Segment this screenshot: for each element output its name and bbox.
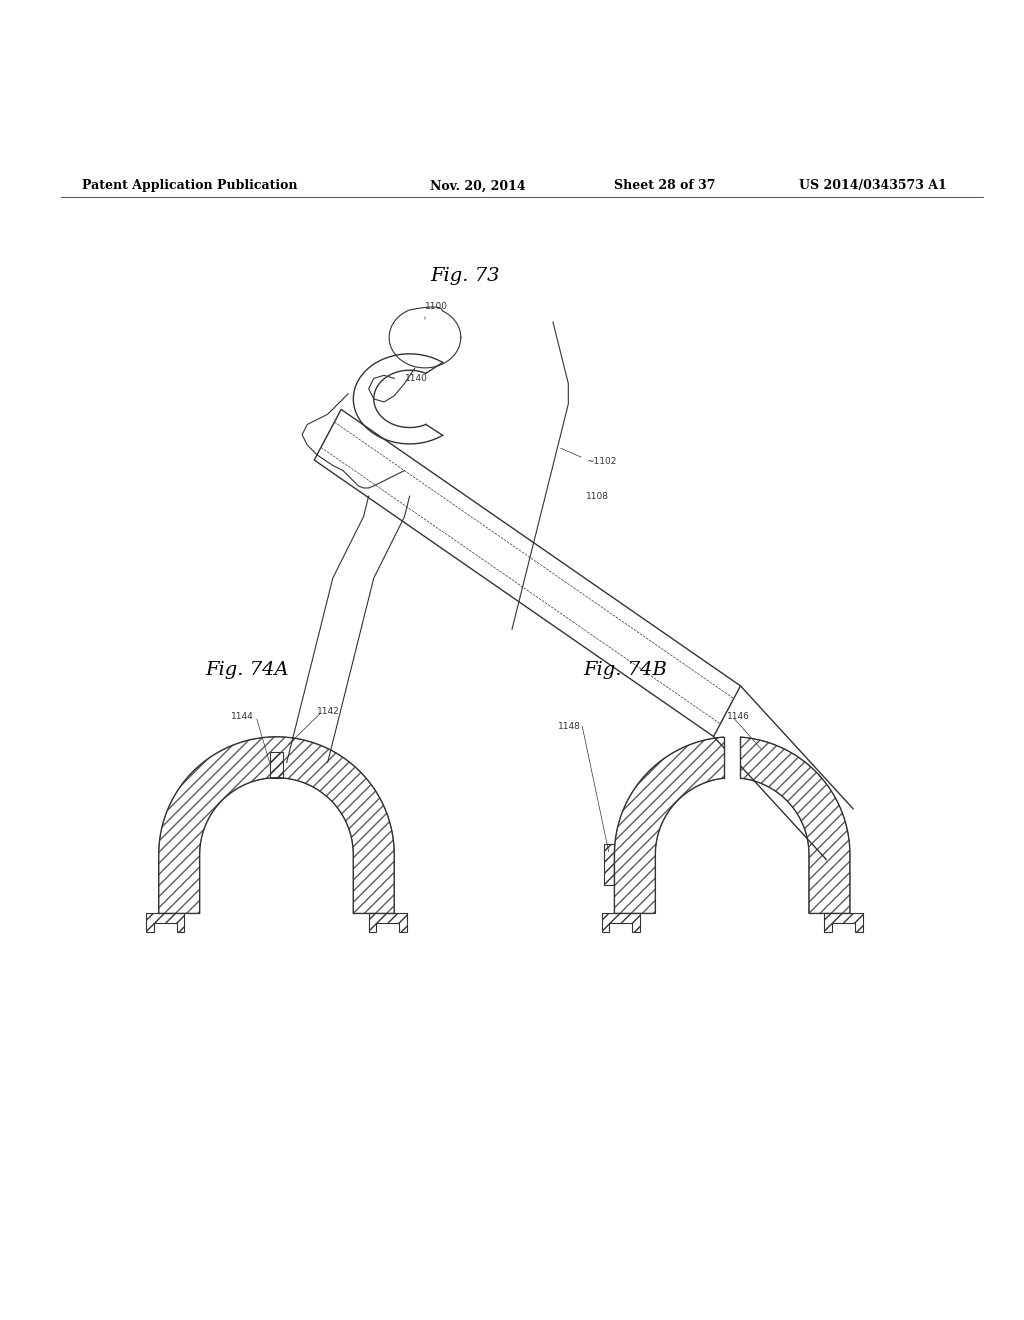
Text: 1100: 1100 — [425, 302, 447, 312]
Text: Patent Application Publication: Patent Application Publication — [82, 180, 297, 193]
Text: 1140: 1140 — [404, 374, 427, 383]
Text: ~1102: ~1102 — [586, 457, 616, 466]
Text: Nov. 20, 2014: Nov. 20, 2014 — [430, 180, 525, 193]
Text: 1108: 1108 — [586, 491, 608, 500]
Text: 1142: 1142 — [317, 706, 340, 715]
Text: 1146: 1146 — [727, 711, 750, 721]
Text: Fig. 73: Fig. 73 — [430, 267, 500, 285]
Text: US 2014/0343573 A1: US 2014/0343573 A1 — [799, 180, 946, 193]
Polygon shape — [724, 731, 740, 780]
Text: 1144: 1144 — [231, 711, 254, 721]
Text: Fig. 74B: Fig. 74B — [584, 661, 668, 680]
Text: 1148: 1148 — [558, 722, 581, 731]
Text: Sheet 28 of 37: Sheet 28 of 37 — [614, 180, 716, 193]
Text: Fig. 74A: Fig. 74A — [205, 661, 289, 680]
